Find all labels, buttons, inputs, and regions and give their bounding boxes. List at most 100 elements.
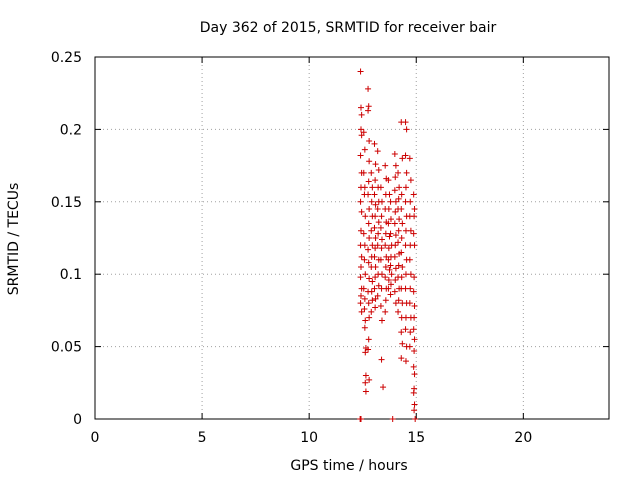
data-point-marker	[398, 235, 405, 241]
data-point-marker	[360, 230, 367, 237]
x-tick-label: 10	[300, 430, 318, 446]
data-point-marker	[372, 161, 379, 168]
data-point-marker	[411, 371, 418, 378]
data-point-marker	[403, 169, 410, 176]
data-point-marker	[357, 263, 364, 270]
x-tick-label: 15	[407, 430, 425, 446]
data-point-marker	[369, 242, 376, 249]
data-point-marker	[358, 208, 365, 215]
data-point-marker	[365, 336, 372, 343]
data-point-marker	[357, 292, 364, 299]
data-point-marker	[372, 201, 379, 208]
data-point-marker	[365, 246, 372, 253]
data-point-marker	[411, 303, 418, 310]
data-point-marker	[396, 216, 403, 223]
y-tick-label: 0.2	[60, 122, 82, 138]
data-point-marker	[398, 355, 405, 362]
data-point-marker	[378, 245, 385, 252]
data-point-marker	[407, 227, 414, 234]
data-point-marker	[357, 126, 364, 133]
data-point-marker	[374, 148, 381, 155]
data-point-marker	[402, 184, 409, 191]
data-point-marker	[372, 177, 379, 184]
x-tick-label: 5	[198, 430, 207, 446]
data-point-marker	[368, 288, 375, 295]
data-point-marker	[375, 282, 382, 289]
data-point-marker	[365, 178, 372, 185]
data-point-marker	[358, 111, 365, 118]
data-point-marker	[357, 198, 364, 205]
data-point-marker	[386, 233, 393, 240]
data-point-marker	[372, 213, 379, 220]
data-point-marker	[398, 191, 405, 198]
data-point-marker	[402, 358, 409, 365]
data-point-marker	[391, 151, 398, 158]
data-point-marker	[361, 324, 368, 331]
data-point-marker	[362, 213, 369, 220]
data-point-marker	[378, 213, 385, 220]
data-point-marker	[385, 177, 392, 184]
data-point-marker	[406, 256, 413, 263]
data-point-marker	[362, 372, 369, 379]
data-point-marker	[361, 242, 368, 249]
data-point-marker	[398, 249, 405, 256]
data-point-marker	[392, 198, 399, 205]
data-point-marker	[407, 329, 414, 336]
data-point-marker	[412, 416, 419, 422]
data-point-marker	[387, 262, 394, 269]
data-point-marker	[366, 314, 373, 321]
data-point-marker	[365, 346, 372, 353]
data-point-marker	[385, 220, 392, 227]
data-point-marker	[407, 177, 414, 184]
grid-lines	[95, 57, 609, 419]
data-point-marker	[392, 265, 399, 272]
data-point-marker	[365, 103, 372, 110]
data-point-marker	[385, 256, 392, 263]
data-point-marker	[391, 253, 398, 260]
data-point-marker	[391, 288, 398, 295]
data-point-marker	[395, 308, 402, 315]
data-point-marker	[392, 162, 399, 169]
data-point-marker	[372, 274, 379, 281]
data-point-marker	[387, 281, 394, 288]
data-point-marker	[392, 174, 399, 181]
data-point-marker	[362, 379, 369, 386]
data-point-marker	[402, 119, 409, 126]
data-point-marker	[357, 152, 364, 159]
data-point-marker	[371, 253, 378, 260]
data-point-marker	[365, 191, 372, 198]
data-point-marker	[378, 236, 385, 243]
data-point-marker	[358, 308, 365, 315]
data-point-marker	[411, 336, 418, 343]
data-point-marker	[368, 308, 375, 315]
data-point-marker	[387, 198, 394, 205]
data-point-marker	[366, 235, 373, 241]
data-point-marker	[382, 308, 389, 315]
data-point-marker	[395, 297, 402, 304]
data-point-marker	[385, 276, 392, 283]
data-point-marker	[365, 85, 372, 92]
data-point-marker	[358, 253, 365, 260]
data-point-marker	[402, 152, 409, 159]
data-point-marker	[377, 224, 384, 231]
data-point-marker	[357, 416, 364, 422]
data-point-marker	[399, 340, 406, 347]
data-point-marker	[386, 266, 393, 273]
y-tick-label: 0.25	[51, 50, 82, 66]
data-point-marker	[371, 224, 378, 231]
data-point-marker	[411, 206, 418, 213]
data-point-marker	[385, 206, 392, 213]
data-point-marker	[410, 389, 417, 396]
data-point-marker	[411, 401, 418, 408]
data-point-marker	[410, 191, 417, 198]
data-point-marker	[366, 206, 373, 213]
data-point-marker	[406, 343, 413, 350]
data-point-marker	[392, 276, 399, 283]
data-point-marker	[395, 195, 402, 202]
data-point-marker	[410, 326, 417, 333]
data-point-marker	[366, 137, 373, 144]
data-point-marker	[372, 245, 379, 252]
data-point-marker	[385, 245, 392, 252]
data-point-marker	[375, 166, 382, 173]
